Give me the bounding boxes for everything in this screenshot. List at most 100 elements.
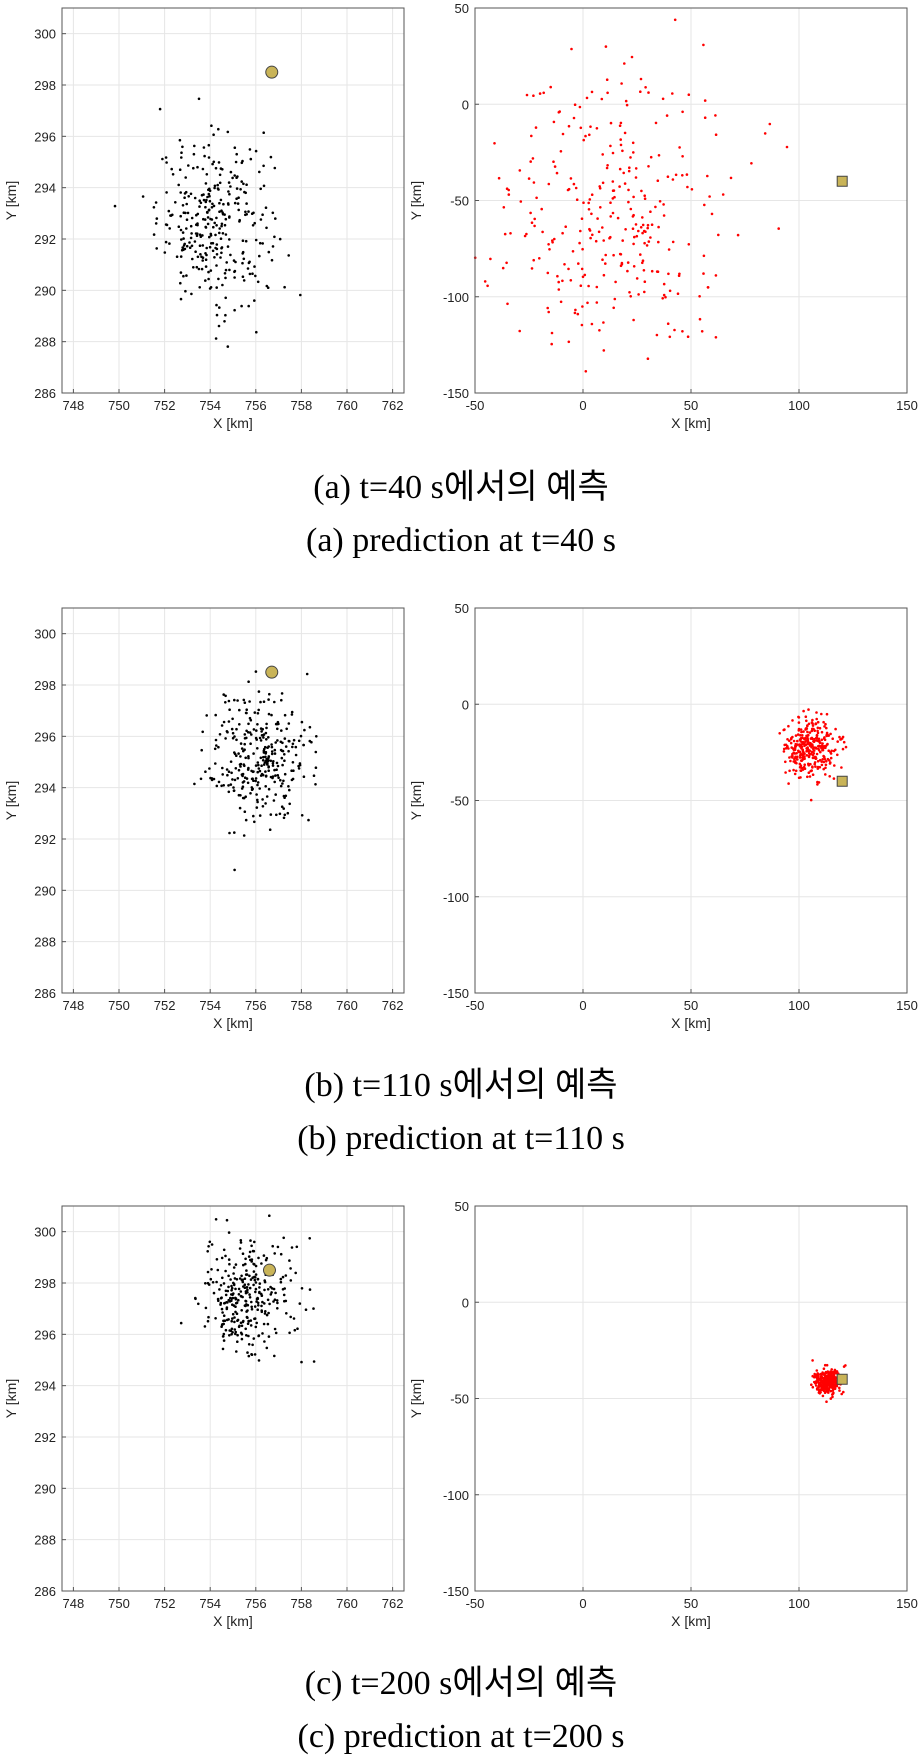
data-point: [578, 105, 582, 109]
data-point: [312, 1360, 316, 1363]
x-tick-label: 752: [154, 998, 176, 1013]
data-point: [212, 777, 216, 781]
data-point: [817, 737, 821, 741]
data-point: [787, 782, 790, 785]
data-point: [578, 241, 581, 245]
data-point: [714, 336, 718, 339]
data-point: [813, 1375, 817, 1378]
panel-a-right: -50 0 50 100 150 -150 -100 -50 0 50 X [km] Y [km]: [408, 1, 918, 431]
data-point: [239, 765, 242, 768]
data-point: [265, 226, 268, 230]
data-point: [270, 1291, 273, 1294]
data-point: [300, 814, 304, 817]
data-point: [703, 116, 707, 119]
data-point: [629, 207, 633, 211]
data-point: [820, 1377, 823, 1380]
data-point: [228, 708, 231, 711]
data-point: [611, 180, 615, 183]
data-point: [258, 254, 261, 258]
data-point: [223, 272, 227, 275]
data-point: [637, 229, 640, 233]
data-point: [245, 202, 248, 205]
data-point: [227, 1231, 231, 1234]
x-tick-label: 750: [108, 398, 130, 413]
x-tick-label: 762: [382, 1596, 404, 1611]
data-point: [797, 721, 801, 724]
x-tick-label: 748: [63, 398, 85, 413]
data-point: [231, 736, 235, 740]
data-point: [191, 257, 194, 261]
data-point: [254, 1290, 257, 1294]
data-point: [619, 121, 623, 125]
data-point: [553, 165, 557, 168]
data-point: [793, 772, 797, 776]
data-point: [656, 179, 660, 182]
data-point: [154, 222, 158, 225]
data-point: [218, 210, 221, 213]
data-point: [629, 295, 632, 298]
data-point: [794, 769, 798, 773]
data-point: [314, 783, 317, 786]
data-point: [250, 1258, 254, 1261]
data-point: [233, 1328, 237, 1331]
data-point: [242, 1263, 245, 1267]
data-point: [833, 1368, 837, 1372]
data-point: [233, 201, 237, 205]
data-point: [229, 760, 233, 763]
data-point: [649, 210, 652, 213]
scatter-series: [113, 97, 302, 348]
data-point: [215, 253, 219, 256]
data-point: [552, 120, 556, 124]
data-point: [574, 308, 577, 312]
data-point: [228, 268, 231, 272]
data-point: [662, 282, 666, 286]
data-point: [260, 1304, 263, 1308]
data-point: [647, 240, 651, 243]
data-point: [810, 736, 814, 740]
y-tick-label: 50: [455, 1199, 469, 1214]
data-point: [204, 770, 207, 773]
data-point: [300, 720, 304, 724]
data-point: [249, 1278, 253, 1281]
data-point: [784, 760, 787, 764]
data-point: [573, 103, 577, 106]
data-point: [224, 276, 227, 280]
data-point: [821, 758, 824, 761]
data-point: [819, 750, 822, 754]
axes-frame: [61, 1205, 405, 1592]
data-point: [639, 90, 642, 93]
data-point: [302, 743, 305, 747]
data-point: [251, 1249, 255, 1253]
data-point: [816, 783, 819, 786]
data-point: [246, 1351, 249, 1354]
data-point: [588, 198, 592, 201]
data-point: [192, 266, 195, 269]
data-point: [204, 258, 208, 262]
data-point: [503, 232, 507, 236]
data-point: [791, 735, 794, 739]
data-point: [606, 164, 609, 167]
data-point: [284, 1274, 288, 1277]
x-tick-label: 758: [291, 998, 313, 1013]
data-point: [207, 270, 210, 274]
data-point: [260, 764, 263, 767]
data-point: [254, 330, 258, 334]
data-point: [234, 1296, 237, 1300]
data-point: [283, 737, 287, 740]
data-point: [673, 18, 677, 22]
data-point: [687, 243, 691, 246]
data-point: [811, 773, 815, 776]
data-point: [584, 134, 587, 138]
data-point: [810, 1383, 813, 1386]
data-point: [198, 233, 202, 236]
data-point: [250, 786, 254, 789]
data-point: [246, 781, 250, 785]
data-point: [655, 333, 659, 337]
data-point: [264, 750, 268, 754]
target-marker: [836, 175, 848, 187]
data-point: [806, 724, 809, 728]
data-point: [247, 766, 250, 770]
data-point: [229, 185, 232, 188]
data-point: [265, 1313, 269, 1317]
data-point: [254, 1281, 258, 1284]
